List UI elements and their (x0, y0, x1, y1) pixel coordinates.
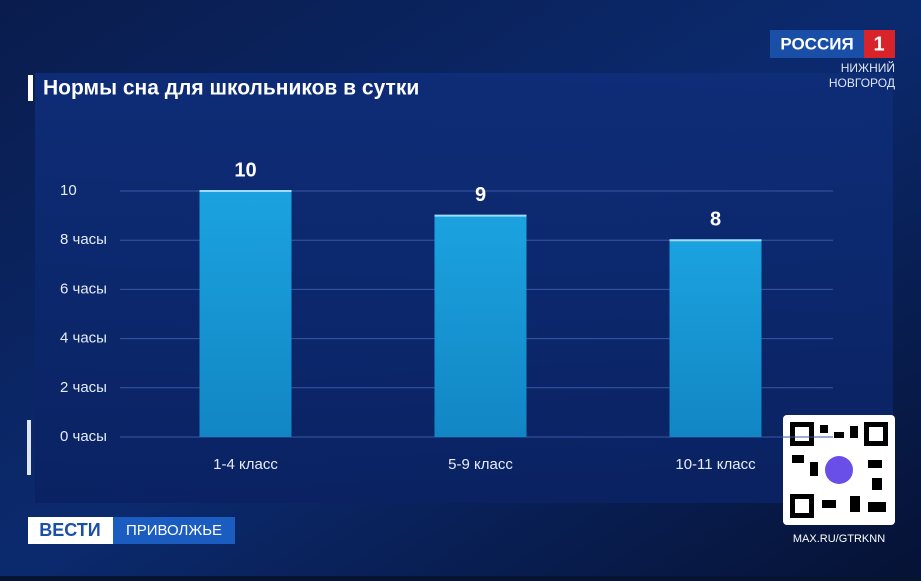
region-line: НОВГОРОД (829, 76, 895, 90)
qr-finder (795, 499, 809, 513)
title-accent (28, 75, 33, 101)
value-label: 9 (475, 184, 486, 206)
channel-logo (770, 30, 864, 58)
bar (434, 215, 527, 437)
bar (199, 191, 292, 437)
qr-pattern (790, 422, 888, 518)
qr-finder (795, 427, 809, 441)
value-label: 8 (710, 208, 721, 230)
y-tick-label: 8 часы (60, 231, 107, 248)
channel-number: 1 (873, 33, 884, 55)
y-tick-label: 0 часы (60, 428, 107, 445)
chart-title: Нормы сна для школьников в сутки (43, 77, 419, 100)
value-label: 10 (234, 159, 256, 181)
qr-caption: MAX.RU/GTRKNN (793, 533, 885, 545)
accent-bar (27, 420, 31, 475)
x-tick-label: 1-4 класс (213, 456, 278, 473)
y-tick-label: 2 часы (60, 379, 107, 396)
bar (669, 240, 762, 437)
x-tick-label: 5-9 класс (448, 456, 513, 473)
y-tick-label: 6 часы (60, 280, 107, 297)
y-tick-label: 10 (60, 182, 77, 199)
region-line: НИЖНИЙ (841, 60, 895, 75)
qr-finder (869, 427, 883, 441)
program-name: ВЕСТИ (39, 520, 101, 540)
channel-logo-number-box (864, 30, 895, 58)
qr-center-icon (825, 456, 853, 484)
program-logo (28, 517, 113, 544)
program-region: ПРИВОЛЖЬЕ (126, 522, 222, 539)
y-tick-label: 4 часы (60, 330, 107, 347)
channel-name: РОССИЯ (780, 34, 853, 53)
x-tick-label: 10-11 класс (675, 456, 756, 473)
program-region-box (113, 517, 235, 544)
